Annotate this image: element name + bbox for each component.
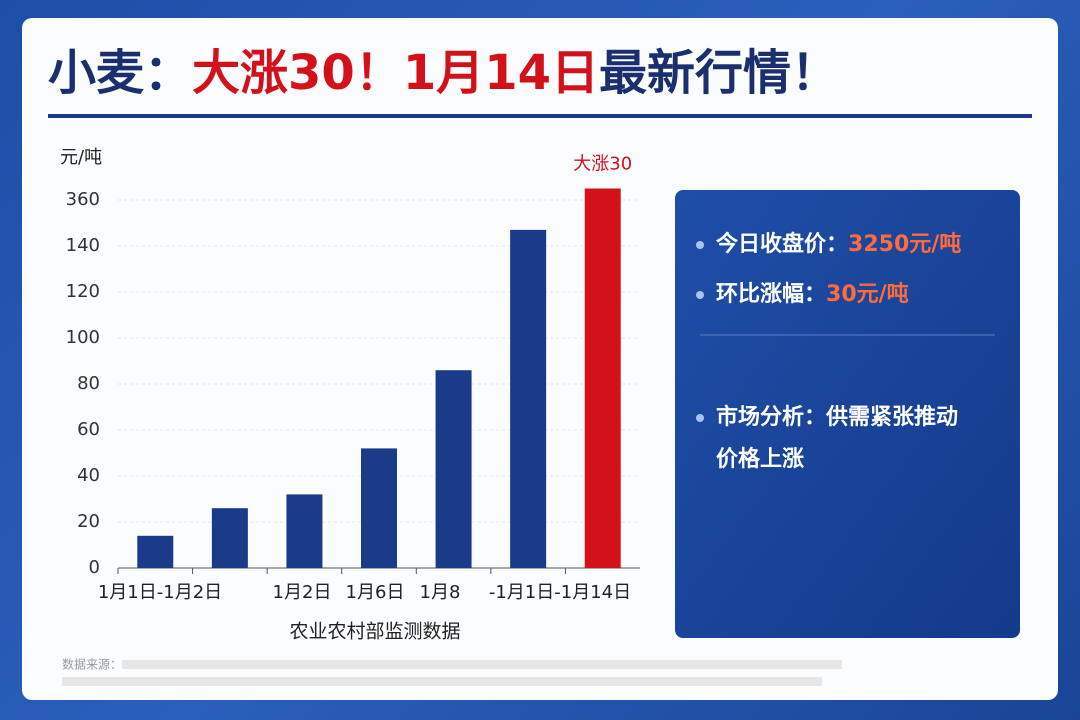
y-tick-label: 80 [77, 373, 100, 394]
panel-item: 今日收盘价：3250元/吨 [716, 231, 961, 257]
title-part: 小麦： [48, 45, 192, 101]
blurred-text [122, 660, 842, 669]
item-label: 今日收盘价： [716, 231, 848, 257]
y-tick-label: 360 [66, 189, 100, 210]
y-tick-label: 0 [89, 557, 100, 578]
footer: 数据来源： [62, 657, 122, 672]
title-part: 大涨30！1月14日 [192, 45, 599, 101]
blurred-text [62, 677, 822, 686]
bar [435, 370, 472, 568]
title-rule [48, 114, 1032, 118]
y-tick-label: 20 [77, 511, 100, 532]
title-part: 最新行情！ [599, 45, 839, 101]
item-label: 环比涨幅： [716, 282, 826, 307]
bullet [696, 414, 704, 422]
bar [510, 229, 547, 568]
bar [286, 494, 323, 568]
bullet [696, 241, 704, 249]
title: 小麦：大涨30！1月14日最新行情！ [48, 45, 839, 101]
y-tick-label: 120 [66, 281, 100, 302]
bullet [696, 291, 704, 299]
x-tick-label: 1月8 [420, 582, 461, 603]
x-tick-label: 1月2日 [273, 582, 332, 603]
x-tick-label: -1月1日-1月14日 [489, 582, 631, 603]
item-value: 3250元/吨 [848, 232, 961, 257]
bar [137, 535, 174, 568]
annotation: 大涨30 [573, 154, 632, 175]
y-tick-label: 140 [66, 235, 100, 256]
analysis-line: 价格上涨 [716, 446, 804, 472]
x-axis-title: 农业农村部监测数据 [289, 621, 460, 643]
bar [211, 508, 248, 568]
analysis-line: 市场分析：供需紧张推动 [716, 404, 958, 430]
x-tick-label: 1月1日-1月2日 [98, 582, 222, 603]
y-tick-label: 100 [66, 327, 100, 348]
bar [361, 448, 397, 568]
y-unit: 元/吨 [60, 147, 102, 168]
y-tick-label: 40 [77, 465, 100, 486]
x-tick-label: 1月6日 [346, 582, 405, 603]
panel-item: 环比涨幅：30元/吨 [716, 282, 909, 307]
bar [584, 188, 621, 568]
item-value: 30元/吨 [826, 282, 909, 307]
info-panel [675, 190, 1020, 638]
y-tick-label: 60 [77, 419, 100, 440]
